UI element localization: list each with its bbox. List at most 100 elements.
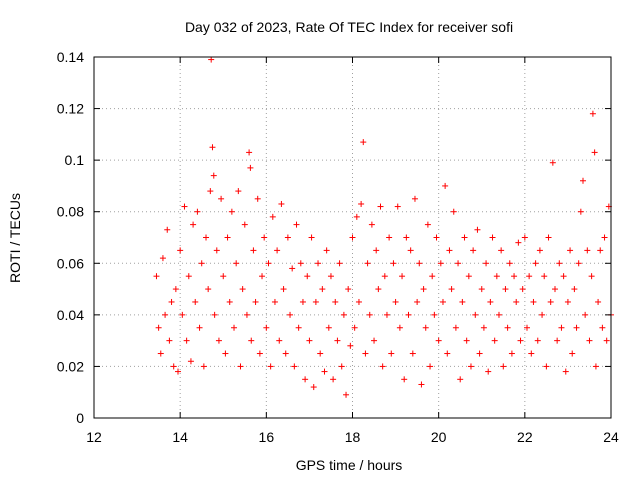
data-point — [291, 363, 298, 370]
data-point — [205, 286, 212, 293]
data-point — [474, 226, 481, 233]
data-point — [325, 324, 332, 331]
data-point — [588, 273, 595, 280]
data-point — [295, 324, 302, 331]
data-point — [304, 273, 311, 280]
data-point — [513, 298, 520, 305]
data-point — [190, 221, 197, 228]
data-point — [159, 255, 166, 262]
data-point — [310, 384, 317, 391]
data-point — [175, 368, 182, 375]
data-point — [192, 298, 199, 305]
x-tick-label: 24 — [603, 429, 619, 445]
data-point — [595, 298, 602, 305]
data-point — [388, 350, 395, 357]
data-point — [321, 368, 328, 375]
data-point — [360, 139, 367, 146]
data-point — [575, 260, 582, 267]
data-point — [401, 376, 408, 383]
data-point — [366, 311, 373, 318]
data-point — [597, 247, 604, 254]
data-point — [280, 286, 287, 293]
data-point — [172, 286, 179, 293]
y-tick-label: 0.08 — [57, 204, 84, 220]
data-point — [442, 182, 449, 189]
data-point — [459, 298, 466, 305]
data-point — [543, 363, 550, 370]
data-point — [375, 286, 382, 293]
y-tick-label: 0.14 — [57, 49, 84, 65]
data-point — [526, 273, 533, 280]
data-point — [521, 234, 528, 241]
data-point — [582, 311, 589, 318]
data-point — [319, 286, 326, 293]
data-point — [194, 208, 201, 215]
data-point — [498, 247, 505, 254]
data-point — [315, 260, 322, 267]
data-point — [282, 350, 289, 357]
data-point — [252, 298, 259, 305]
data-point — [599, 324, 606, 331]
data-point — [528, 350, 535, 357]
data-point — [263, 324, 270, 331]
data-point — [377, 203, 384, 210]
data-point — [373, 247, 380, 254]
data-point — [213, 247, 220, 254]
data-point — [353, 213, 360, 220]
data-point — [228, 208, 235, 215]
data-point — [435, 337, 442, 344]
data-point — [299, 298, 306, 305]
data-point — [317, 350, 324, 357]
y-tick-label: 0 — [76, 410, 84, 426]
y-tick-label: 0.12 — [57, 101, 84, 117]
data-point — [573, 324, 580, 331]
data-point — [269, 213, 276, 220]
data-point — [409, 350, 416, 357]
data-point — [463, 337, 470, 344]
data-point — [491, 337, 498, 344]
data-point — [381, 273, 388, 280]
x-tick-label: 22 — [517, 429, 533, 445]
data-point — [308, 234, 315, 241]
data-point — [241, 221, 248, 228]
data-point — [562, 368, 569, 375]
data-point — [396, 324, 403, 331]
data-point — [500, 363, 507, 370]
data-point — [239, 286, 246, 293]
data-point — [467, 363, 474, 370]
data-point — [355, 298, 362, 305]
data-point — [584, 247, 591, 254]
data-point — [530, 298, 537, 305]
data-point — [452, 324, 459, 331]
data-point — [483, 260, 490, 267]
data-point — [247, 164, 254, 171]
x-tick-label: 12 — [86, 429, 102, 445]
data-point — [465, 273, 472, 280]
data-point — [222, 350, 229, 357]
data-point — [276, 337, 283, 344]
data-point — [345, 286, 352, 293]
data-point — [567, 247, 574, 254]
x-tick-label: 14 — [172, 429, 188, 445]
data-point — [455, 260, 462, 267]
data-point — [487, 298, 494, 305]
data-point — [203, 234, 210, 241]
data-point — [343, 391, 350, 398]
data-point — [444, 350, 451, 357]
data-point — [256, 350, 263, 357]
data-point — [485, 368, 492, 375]
data-point — [480, 324, 487, 331]
data-point — [330, 376, 337, 383]
y-axis-title: ROTI / TECUs — [7, 193, 23, 283]
axis-ticks: 12 14 16 18 20 22 24 0 0.02 0.04 0.06 0.08 0.1 0.12 0.… — [57, 49, 619, 445]
data-point — [586, 337, 593, 344]
data-point — [506, 260, 513, 267]
data-point — [166, 337, 173, 344]
data-point — [250, 247, 257, 254]
data-point — [427, 363, 434, 370]
data-point — [564, 298, 571, 305]
data-point — [210, 172, 217, 179]
data-point — [601, 234, 608, 241]
data-point — [312, 298, 319, 305]
